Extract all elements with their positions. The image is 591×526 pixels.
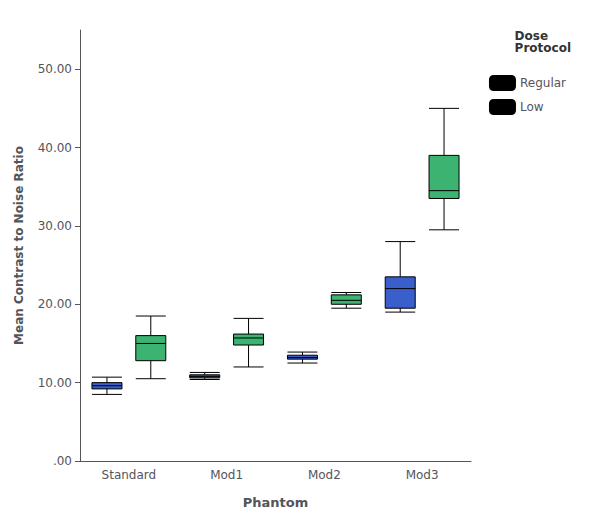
svg-text:Mod3: Mod3	[406, 468, 439, 482]
svg-text:50.00: 50.00	[38, 62, 72, 76]
svg-text:Standard: Standard	[102, 468, 157, 482]
svg-text:30.00: 30.00	[38, 219, 72, 233]
svg-text:20.00: 20.00	[38, 297, 72, 311]
svg-text:Phantom: Phantom	[243, 495, 309, 510]
svg-text:Mod2: Mod2	[308, 468, 341, 482]
svg-text:40.00: 40.00	[38, 141, 72, 155]
svg-text:Dose: Dose	[514, 29, 549, 43]
svg-text:Mod1: Mod1	[210, 468, 243, 482]
svg-text:Low: Low	[520, 100, 544, 114]
svg-text:10.00: 10.00	[38, 376, 72, 390]
svg-text:.00: .00	[53, 454, 72, 468]
svg-text:Protocol: Protocol	[515, 41, 571, 55]
svg-text:Mean Contrast to Noise Ratio: Mean Contrast to Noise Ratio	[12, 146, 26, 345]
svg-text:Regular: Regular	[520, 76, 566, 90]
